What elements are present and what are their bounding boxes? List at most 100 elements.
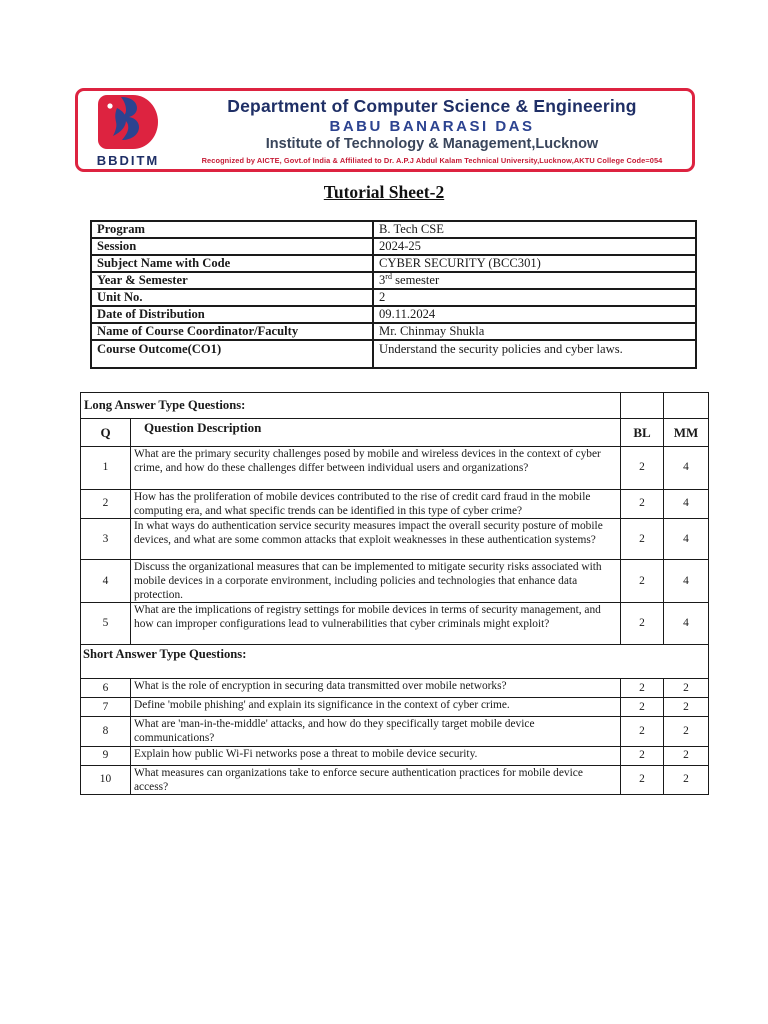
organization-name: BABU BANARASI DAS: [329, 118, 535, 135]
question-description: What are the primary security challenges…: [130, 446, 621, 490]
question-mm: 2: [663, 716, 709, 747]
info-value: B. Tech CSE: [372, 220, 697, 239]
question-description: Define 'mobile phishing' and explain its…: [130, 697, 621, 718]
short-section-row: Short Answer Type Questions:: [80, 644, 709, 680]
question-row: 3 In what ways do authentication service…: [80, 518, 709, 561]
questions-table: Long Answer Type Questions: Q Question D…: [80, 392, 709, 796]
info-label: Date of Distribution: [90, 305, 374, 324]
table-row: Date of Distribution 09.11.2024: [90, 305, 697, 324]
question-description: What measures can organizations take to …: [130, 764, 621, 796]
question-row: 2 How has the proliferation of mobile de…: [80, 488, 709, 520]
institute-header-text: Department of Computer Science & Enginee…: [178, 91, 692, 169]
question-number: 6: [80, 678, 131, 699]
question-mm: 4: [663, 446, 709, 490]
question-bl: 2: [620, 518, 664, 561]
question-number: 3: [80, 518, 131, 561]
question-bl: 2: [620, 602, 664, 646]
question-row: 6 What is the role of encryption in secu…: [80, 678, 709, 699]
question-bl: 2: [620, 764, 664, 796]
info-label: Name of Course Coordinator/Faculty: [90, 322, 374, 341]
info-value: 3rd semester: [372, 271, 697, 290]
info-label: Session: [90, 237, 374, 256]
long-section-label: Long Answer Type Questions:: [80, 392, 621, 419]
empty-cell: [663, 392, 709, 419]
recognition-line: Recognized by AICTE, Govt.of India & Aff…: [201, 156, 663, 165]
question-bl: 2: [620, 488, 664, 520]
question-mm: 4: [663, 602, 709, 646]
question-number: 1: [80, 446, 131, 490]
question-number: 4: [80, 559, 131, 604]
question-description: What are the implications of registry se…: [130, 602, 621, 646]
info-label: Year & Semester: [90, 271, 374, 290]
question-description: What is the role of encryption in securi…: [130, 678, 621, 699]
question-number: 2: [80, 488, 131, 520]
table-row: Name of Course Coordinator/Faculty Mr. C…: [90, 322, 697, 341]
question-row: 7 Define 'mobile phishing' and explain i…: [80, 697, 709, 718]
question-row: 4 Discuss the organizational measures th…: [80, 559, 709, 604]
info-value: CYBER SECURITY (BCC301): [372, 254, 697, 273]
col-header-bl: BL: [620, 418, 664, 447]
question-bl: 2: [620, 678, 664, 699]
course-info-table: Program B. Tech CSE Session 2024-25 Subj…: [90, 220, 697, 369]
question-row: 1 What are the primary security challeng…: [80, 446, 709, 490]
question-bl: 2: [620, 745, 664, 766]
question-number: 8: [80, 716, 131, 747]
empty-cell: [620, 392, 664, 419]
question-number: 10: [80, 764, 131, 796]
table-row: Program B. Tech CSE: [90, 220, 697, 239]
question-row: 8 What are 'man-in-the-middle' attacks, …: [80, 716, 709, 747]
question-row: 5 What are the implications of registry …: [80, 602, 709, 646]
question-description: Explain how public Wi-Fi networks pose a…: [130, 745, 621, 766]
table-row: Course Outcome(CO1) Understand the secur…: [90, 339, 697, 369]
table-row: Year & Semester 3rd semester: [90, 271, 697, 290]
question-description: Discuss the organizational measures that…: [130, 559, 621, 604]
question-mm: 2: [663, 745, 709, 766]
question-mm: 4: [663, 559, 709, 604]
question-number: 7: [80, 697, 131, 718]
col-header-q: Q: [80, 418, 131, 447]
col-header-mm: MM: [663, 418, 709, 447]
question-number: 5: [80, 602, 131, 646]
info-label: Unit No.: [90, 288, 374, 307]
institute-name: Institute of Technology & Management,Luc…: [265, 136, 599, 152]
semester-word: semester: [391, 273, 440, 288]
question-row: 10 What measures can organizations take …: [80, 764, 709, 796]
col-header-description: Question Description: [130, 418, 621, 447]
question-description: How has the proliferation of mobile devi…: [130, 488, 621, 520]
table-row: Subject Name with Code CYBER SECURITY (B…: [90, 254, 697, 273]
question-bl: 2: [620, 446, 664, 490]
question-description: In what ways do authentication service s…: [130, 518, 621, 561]
department-name: Department of Computer Science & Enginee…: [227, 96, 637, 116]
institute-header-banner: BBDITM Department of Computer Science & …: [75, 88, 695, 172]
long-section-row: Long Answer Type Questions:: [80, 392, 709, 419]
page-title: Tutorial Sheet-2: [323, 182, 445, 202]
info-label: Course Outcome(CO1): [90, 339, 374, 369]
info-value: 2024-25: [372, 237, 697, 256]
question-mm: 4: [663, 488, 709, 520]
short-section-label: Short Answer Type Questions:: [80, 644, 709, 680]
semester-ordinal: rd: [385, 272, 392, 282]
question-mm: 2: [663, 697, 709, 718]
bbditm-logo-icon: [98, 95, 158, 149]
question-mm: 4: [663, 518, 709, 561]
info-value: 09.11.2024: [372, 305, 697, 324]
info-label: Subject Name with Code: [90, 254, 374, 273]
question-description: What are 'man-in-the-middle' attacks, an…: [130, 716, 621, 747]
question-bl: 2: [620, 716, 664, 747]
question-mm: 2: [663, 678, 709, 699]
table-row: Session 2024-25: [90, 237, 697, 256]
info-value: Mr. Chinmay Shukla: [372, 322, 697, 341]
question-mm: 2: [663, 764, 709, 796]
institute-logo: BBDITM: [78, 91, 178, 169]
semester-number: 3: [379, 273, 386, 288]
question-bl: 2: [620, 559, 664, 604]
info-value: 2: [372, 288, 697, 307]
question-number: 9: [80, 745, 131, 766]
table-row: Unit No. 2: [90, 288, 697, 307]
logo-text: BBDITM: [96, 153, 160, 168]
question-row: 9 Explain how public Wi-Fi networks pose…: [80, 745, 709, 766]
question-bl: 2: [620, 697, 664, 718]
info-label: Program: [90, 220, 374, 239]
questions-header-row: Q Question Description BL MM: [80, 418, 709, 447]
